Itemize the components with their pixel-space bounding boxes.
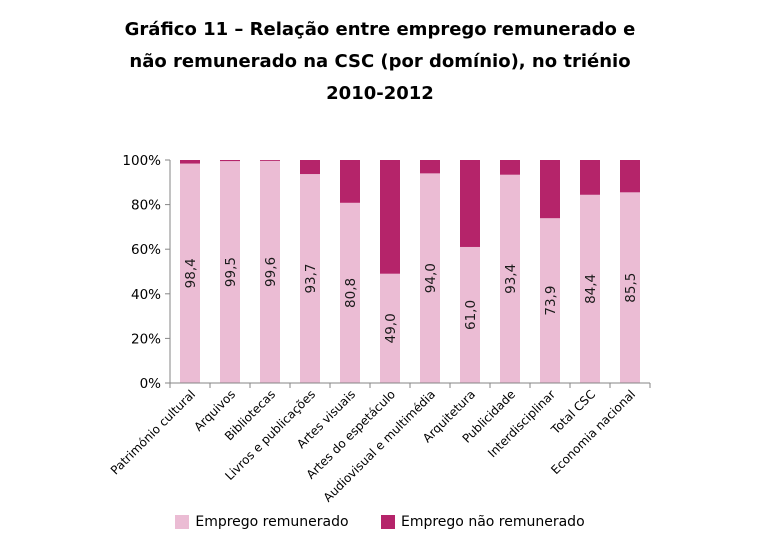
bar-remunerado [340, 202, 360, 383]
bar-remunerado [180, 163, 200, 383]
legend-swatch-nao-remunerado [380, 515, 395, 529]
bar-remunerado [380, 273, 400, 383]
bar-remunerado [260, 160, 280, 383]
legend-item-nao-remunerado: Emprego não remunerado [380, 514, 585, 530]
data-label: 84,4 [583, 274, 599, 304]
legend-label-nao-remunerado: Emprego não remunerado [400, 514, 585, 530]
bar-nao-remunerado [380, 160, 400, 274]
bar-nao-remunerado [340, 160, 360, 203]
bar-nao-remunerado [260, 160, 280, 161]
data-label: 99,6 [263, 257, 279, 287]
data-label: 94,0 [423, 263, 439, 293]
y-tick-label: 100% [122, 153, 161, 169]
bar-remunerado [420, 173, 440, 383]
data-label: 61,0 [463, 300, 479, 330]
bar-nao-remunerado [180, 160, 200, 164]
chart-title-line-3: 2010-2012 [326, 83, 434, 104]
bar-remunerado [220, 161, 240, 383]
bar-remunerado [300, 174, 320, 383]
bar-nao-remunerado [220, 160, 240, 162]
legend-item-remunerado: Emprego remunerado [175, 514, 349, 530]
y-tick-label: 60% [131, 242, 161, 258]
bar-nao-remunerado [420, 160, 440, 174]
bar-remunerado [540, 218, 560, 383]
data-label: 85,5 [623, 273, 639, 303]
chart-title-line-2: não remunerado na CSC (por domínio), no … [129, 51, 631, 72]
y-tick-label: 80% [131, 198, 161, 214]
y-tick-label: 20% [131, 331, 161, 347]
bar-nao-remunerado [580, 160, 600, 195]
bar-nao-remunerado [460, 160, 480, 247]
data-label: 99,5 [223, 257, 239, 287]
stacked-bar-chart: 0% 20% 40% 60% 80% 100% 98,4 99,5 99,6 93,7 80,8 49… [108, 153, 651, 505]
bar-remunerado [620, 192, 640, 383]
data-label: 93,7 [303, 263, 319, 293]
bar-nao-remunerado [540, 160, 560, 219]
bar-nao-remunerado [300, 160, 320, 175]
y-tick-label: 0% [140, 376, 162, 392]
category-label: Património cultural [108, 387, 198, 477]
data-label: 49,0 [383, 313, 399, 343]
data-label: 98,4 [183, 258, 199, 288]
bar-nao-remunerado [620, 160, 640, 193]
legend-swatch-remunerado [175, 515, 190, 529]
data-label: 93,4 [503, 264, 519, 294]
chart-title-line-1: Gráfico 11 – Relação entre emprego remun… [124, 19, 636, 40]
bar-remunerado [500, 174, 520, 383]
bar-nao-remunerado [500, 160, 520, 175]
chart-title: Gráfico 11 – Relação entre emprego remun… [0, 14, 760, 110]
bar-remunerado [580, 194, 600, 383]
legend-label-remunerado: Emprego remunerado [195, 514, 349, 530]
chart-legend: Emprego remunerado Emprego não remunerad… [0, 514, 760, 533]
y-tick-label: 40% [131, 287, 161, 303]
bar-remunerado [460, 246, 480, 383]
data-label: 73,9 [543, 286, 559, 316]
data-label: 80,8 [343, 278, 359, 308]
